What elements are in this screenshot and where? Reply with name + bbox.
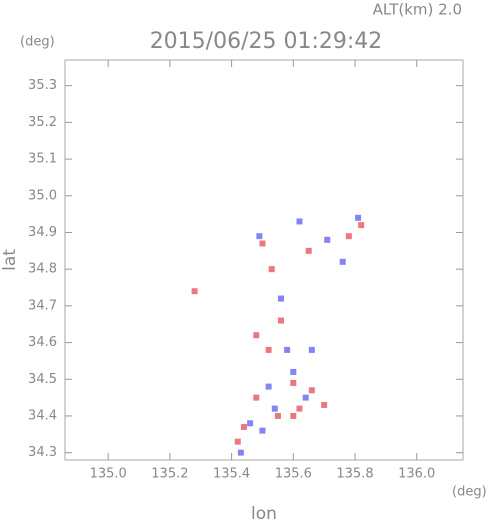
data-point xyxy=(284,346,291,353)
data-point xyxy=(296,405,303,412)
y-tick-label: 35.3 xyxy=(28,78,57,93)
data-point xyxy=(355,214,362,221)
data-point xyxy=(345,233,352,240)
x-unit: (deg) xyxy=(452,485,487,500)
x-tick-label: 135.8 xyxy=(336,467,373,482)
data-point xyxy=(268,266,275,273)
data-point xyxy=(253,332,260,339)
data-point xyxy=(290,379,297,386)
x-tick-label: 135.0 xyxy=(90,467,127,482)
y-tick-label: 34.9 xyxy=(28,225,57,240)
y-tick-label: 34.4 xyxy=(28,408,57,423)
data-point xyxy=(277,317,284,324)
data-point xyxy=(247,420,254,427)
data-point xyxy=(237,449,244,456)
data-point xyxy=(302,394,309,401)
data-point xyxy=(259,240,266,247)
y-axis-label: lat xyxy=(0,249,20,271)
data-point xyxy=(191,288,198,295)
y-unit: (deg) xyxy=(20,35,55,50)
altitude-label: ALT(km) 2.0 xyxy=(373,1,462,19)
data-point xyxy=(339,258,346,265)
plot-frame xyxy=(64,59,464,461)
data-point xyxy=(290,412,297,419)
x-tick-label: 135.6 xyxy=(275,467,312,482)
data-point xyxy=(265,346,272,353)
data-point xyxy=(358,222,365,229)
data-point xyxy=(296,218,303,225)
data-point xyxy=(308,346,315,353)
data-point xyxy=(274,412,281,419)
x-axis-label: lon xyxy=(251,504,277,521)
data-point xyxy=(324,236,331,243)
y-tick-label: 35.2 xyxy=(28,115,57,130)
x-tick-label: 136.0 xyxy=(398,467,435,482)
data-point xyxy=(271,405,278,412)
data-point xyxy=(259,427,266,434)
data-point xyxy=(240,423,247,430)
data-point xyxy=(305,247,312,254)
data-point xyxy=(290,368,297,375)
y-tick-label: 34.8 xyxy=(28,262,57,277)
data-point xyxy=(234,438,241,445)
y-tick-label: 34.3 xyxy=(28,445,57,460)
data-point xyxy=(253,394,260,401)
data-point xyxy=(265,383,272,390)
chart-title: 2015/06/25 01:29:42 xyxy=(150,29,383,54)
y-tick-label: 35.0 xyxy=(28,188,57,203)
data-point xyxy=(277,295,284,302)
x-tick-label: 135.4 xyxy=(213,467,250,482)
y-tick-label: 34.7 xyxy=(28,298,57,313)
data-point xyxy=(256,233,263,240)
y-tick-label: 35.1 xyxy=(28,152,57,167)
x-tick-label: 135.2 xyxy=(151,467,188,482)
y-tick-label: 34.6 xyxy=(28,335,57,350)
data-point xyxy=(308,387,315,394)
data-point xyxy=(321,401,328,408)
y-tick-label: 34.5 xyxy=(28,372,57,387)
